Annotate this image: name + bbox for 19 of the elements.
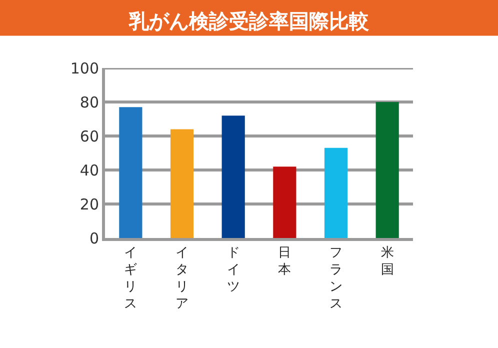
chart-title: 乳がん検診受診率国際比較 xyxy=(128,8,370,33)
x-tick-label: イギリス xyxy=(124,246,138,312)
bar xyxy=(376,102,399,238)
x-tick-label: ドイツ xyxy=(226,246,240,294)
y-tick-label: 80 xyxy=(80,93,99,112)
x-tick-label: 米国 xyxy=(380,246,394,278)
bar xyxy=(170,129,194,238)
y-tick-label: 0 xyxy=(89,229,99,248)
bar xyxy=(222,116,245,238)
bar xyxy=(119,107,142,238)
y-tick-label: 40 xyxy=(80,161,99,180)
bar xyxy=(273,166,296,238)
y-tick-label: 20 xyxy=(80,195,99,214)
y-tick-label: 60 xyxy=(80,127,99,146)
x-tick-label: イタリア xyxy=(176,246,188,312)
x-tick-label: 日本 xyxy=(278,246,292,278)
x-tick-label: フランス xyxy=(330,246,342,312)
bar xyxy=(324,148,348,238)
y-tick-label: 100 xyxy=(70,59,99,78)
